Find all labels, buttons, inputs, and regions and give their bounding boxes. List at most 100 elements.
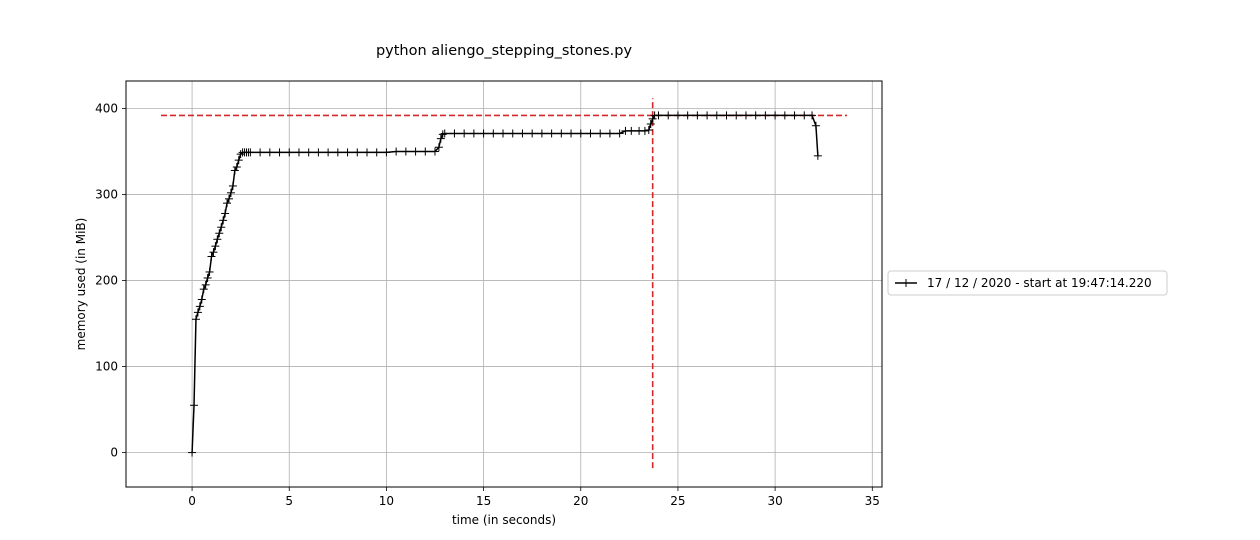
data-point — [211, 242, 220, 251]
data-point — [225, 194, 234, 203]
data-point — [219, 216, 228, 225]
data-point — [232, 163, 241, 172]
legend-box — [887, 270, 1168, 296]
data-point — [576, 129, 585, 138]
data-point — [246, 148, 255, 157]
data-point — [644, 126, 653, 135]
data-point — [646, 120, 655, 129]
data-point — [469, 129, 478, 138]
data-point — [479, 129, 488, 138]
y-axis: 0 100 200 300 400 — [95, 102, 126, 460]
y-tick-label: 0 — [110, 446, 118, 460]
data-point — [596, 129, 605, 138]
data-point — [234, 156, 243, 165]
plot-area-frame — [125, 80, 883, 488]
data-point — [401, 147, 410, 156]
data-point — [353, 148, 362, 157]
x-tick-label: 10 — [379, 494, 394, 508]
data-point — [732, 111, 741, 120]
data-point — [780, 111, 789, 120]
data-point — [741, 111, 750, 120]
data-point — [712, 111, 721, 120]
data-point — [203, 273, 212, 282]
data-point — [518, 129, 527, 138]
y-tick-label: 300 — [95, 188, 118, 202]
data-point — [197, 295, 206, 304]
data-point — [195, 302, 204, 311]
data-point — [664, 111, 673, 120]
data-point — [640, 126, 649, 135]
data-point — [285, 148, 294, 157]
data-point — [411, 147, 420, 156]
legend-entry-label: 17 / 12 / 2020 - start at 19:47:14.220 — [927, 276, 1152, 290]
data-point — [811, 121, 820, 130]
data-point — [226, 188, 235, 197]
data-point — [230, 166, 239, 175]
data-point — [217, 223, 226, 232]
data-point — [199, 285, 208, 294]
data-point — [191, 315, 200, 324]
data-point — [209, 248, 218, 257]
data-point — [213, 235, 222, 244]
data-point — [236, 150, 245, 159]
data-point — [813, 151, 822, 160]
y-tick-label: 200 — [95, 274, 118, 288]
data-point — [421, 147, 430, 156]
data-point — [528, 129, 537, 138]
data-point — [654, 111, 663, 120]
data-point — [761, 111, 770, 120]
x-tick-label: 15 — [476, 494, 491, 508]
x-axis: 0 5 10 15 20 25 30 35 — [188, 487, 880, 508]
data-point — [431, 147, 440, 156]
x-tick-label: 20 — [573, 494, 588, 508]
data-point — [294, 148, 303, 157]
data-point — [547, 129, 556, 138]
data-point — [693, 111, 702, 120]
data-point — [205, 267, 214, 276]
data-point — [372, 148, 381, 157]
data-point — [615, 129, 624, 138]
data-point — [265, 148, 274, 157]
data-point — [508, 129, 517, 138]
data-point — [193, 308, 202, 317]
data-point — [304, 148, 313, 157]
data-point — [201, 280, 210, 289]
data-point — [557, 129, 566, 138]
data-point — [440, 129, 449, 138]
x-tick-label: 0 — [188, 494, 196, 508]
data-point — [771, 111, 780, 120]
data-point — [434, 143, 443, 152]
data-point — [683, 111, 692, 120]
chart-title: python aliengo_stepping_stones.py — [376, 43, 633, 59]
data-point — [450, 129, 459, 138]
data-point — [382, 148, 391, 157]
data-point — [673, 111, 682, 120]
data-point — [537, 129, 546, 138]
data-point — [228, 181, 237, 190]
data-point — [722, 111, 731, 120]
data-point — [648, 114, 657, 123]
data-point — [703, 111, 712, 120]
y-tick-label: 400 — [95, 102, 118, 116]
data-point — [324, 148, 333, 157]
x-axis-label: time (in seconds) — [452, 513, 556, 527]
data-point — [362, 148, 371, 157]
x-tick-label: 5 — [285, 494, 293, 508]
y-axis-label: memory used (in MiB) — [74, 218, 88, 351]
data-point — [586, 129, 595, 138]
data-point — [256, 148, 265, 157]
x-tick-label: 30 — [767, 494, 782, 508]
data-point — [343, 148, 352, 157]
legend: 17 / 12 / 2020 - start at 19:47:14.220 — [887, 270, 1168, 296]
data-point — [333, 148, 342, 157]
data-point — [223, 199, 232, 208]
data-point — [207, 252, 216, 261]
legend-marker-sample — [902, 279, 910, 287]
data-point — [314, 148, 323, 157]
series-layer — [188, 111, 822, 457]
data-point — [489, 129, 498, 138]
data-point — [627, 126, 636, 135]
data-point — [438, 130, 447, 139]
data-point — [751, 111, 760, 120]
